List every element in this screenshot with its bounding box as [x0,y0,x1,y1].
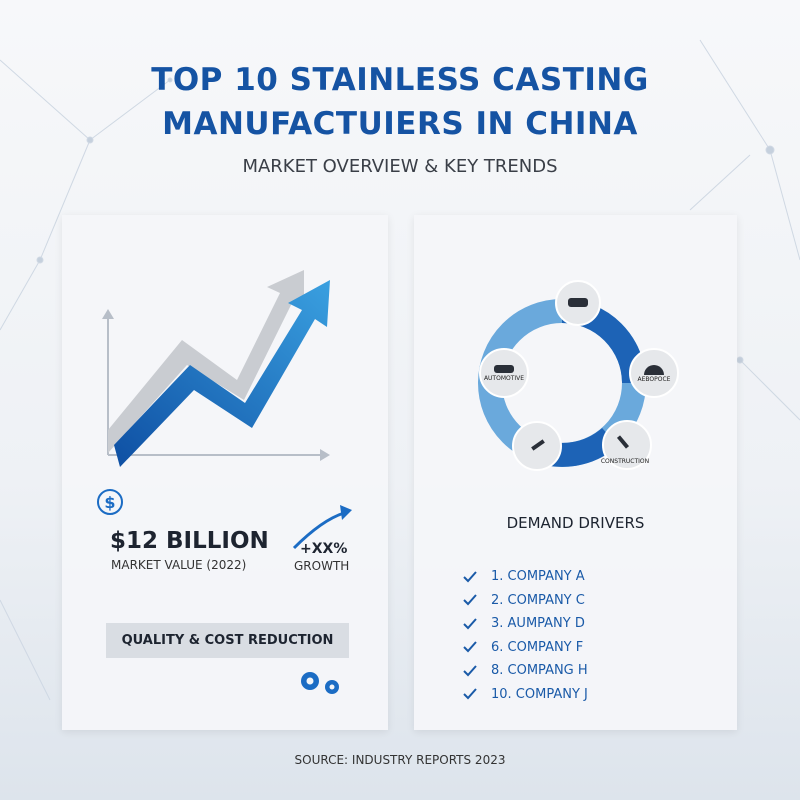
check-icon [463,664,477,676]
growth-caption: GROWTH [294,559,350,573]
check-icon [463,688,477,700]
list-text: 2. COMPANY C [491,592,585,608]
list-item: 2. COMPANY C [463,593,585,608]
market-value-caption: MARKET VALUE (2022) [111,558,247,572]
demand-cycle: AUTOMOTIVE AEBOPOCE CONSTRUCTION [478,280,679,471]
market-value: $12 BILLION [110,528,269,554]
check-icon [463,641,477,653]
list-text: 8. COMPANG H [491,663,588,678]
check-icon [463,594,477,606]
growth-illustration: $ [97,270,352,694]
list-item: 8. COMPANG H [463,663,588,678]
title-line: TOP 10 STAINLESS CASTING [151,62,649,98]
cycle-label: AUTOMOTIVE [484,375,524,382]
demand-heading: DEMAND DRIVERS [506,514,645,532]
check-icon [463,570,477,582]
list-text: 10. COMPANY J [491,686,588,702]
check-icon [463,617,477,629]
list-item: 1. COMPANY A [463,569,585,584]
list-item: 10. COMPANY J [463,687,588,702]
cycle-label: AEBOPOCE [638,376,671,383]
subtitle: MARKET OVERVIEW & KEY TRENDS [242,156,558,177]
title-line: MANUFACTUIERS IN CHINA [162,106,638,142]
list-item: 6. COMPANY F [463,640,583,655]
cycle-label: CONSTRUCTION [601,458,649,465]
svg-text:$: $ [104,493,115,512]
list-text: 3. AUMPANY D [491,616,585,631]
growth-value: +XX% [300,541,348,557]
list-item: 3. AUMPANY D [463,616,585,631]
badge: QUALITY & COST REDUCTION [106,623,349,658]
list-text: 1. COMPANY A [491,569,585,584]
source-footer: SOURCE: INDUSTRY REPORTS 2023 [294,753,506,767]
list-text: 6. COMPANY F [491,639,584,655]
